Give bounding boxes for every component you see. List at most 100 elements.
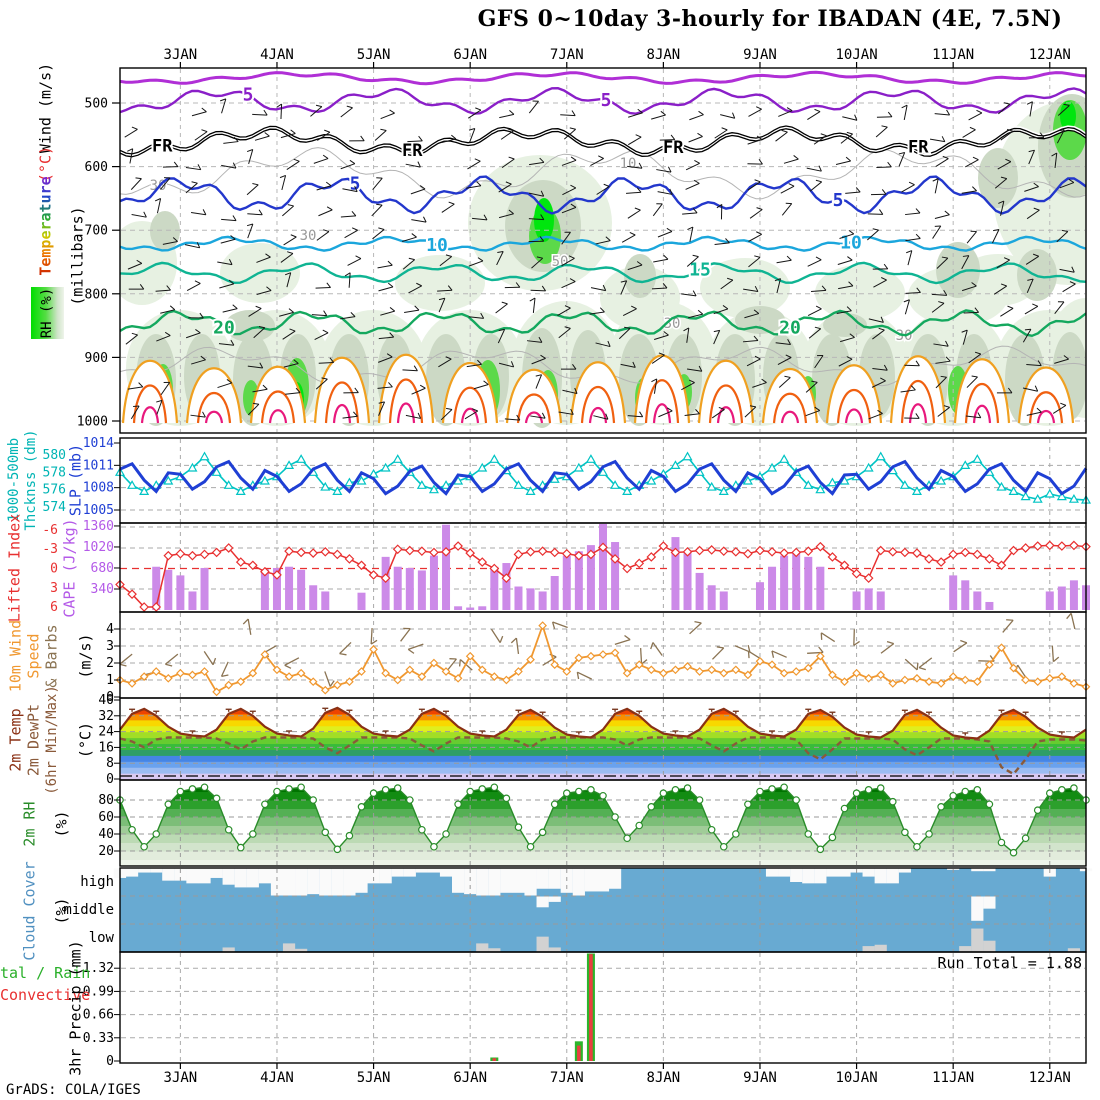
- svg-text:0.99: 0.99: [83, 984, 114, 999]
- svg-text:20: 20: [98, 844, 114, 859]
- svg-text:0.66: 0.66: [83, 1008, 114, 1023]
- svg-text:FR: FR: [908, 138, 929, 158]
- svg-text:-3: -3: [42, 542, 58, 557]
- svg-text:9JAN: 9JAN: [743, 1070, 777, 1086]
- svg-text:middle: middle: [63, 902, 114, 918]
- precip-total-rain-label: tal / Rain: [0, 964, 91, 982]
- svg-text:680: 680: [91, 561, 114, 576]
- svg-text:FR: FR: [663, 138, 684, 158]
- svg-text:1005: 1005: [83, 503, 114, 518]
- svg-text:40: 40: [98, 827, 114, 842]
- precip-axis-label: 3hr Precip (mm): [66, 940, 85, 1076]
- svg-text:1020: 1020: [83, 540, 114, 555]
- svg-text:1360: 1360: [83, 519, 114, 534]
- svg-text:16: 16: [98, 740, 114, 755]
- svg-text:600: 600: [85, 160, 108, 175]
- svg-text:9JAN: 9JAN: [743, 47, 777, 63]
- page-title: GFS 0~10day 3-hourly for IBADAN (4E, 7.5…: [477, 6, 1063, 32]
- svg-text:1011: 1011: [83, 458, 114, 473]
- t2m-axis-label-1: 2m Temp: [6, 708, 25, 772]
- rh2m-axis-label: 2m RH: [20, 801, 39, 847]
- svg-text:576: 576: [43, 483, 66, 498]
- svg-text:1008: 1008: [83, 481, 114, 496]
- svg-text:8JAN: 8JAN: [647, 1070, 681, 1086]
- svg-text:0: 0: [50, 562, 58, 577]
- svg-text:10: 10: [840, 232, 862, 253]
- svg-text:6JAN: 6JAN: [453, 47, 487, 63]
- svg-text:3: 3: [50, 581, 58, 596]
- millibars-axis-label: (millibars): [68, 206, 87, 306]
- wind10-axis-label-1: 10m Wind: [6, 619, 25, 693]
- svg-text:3JAN: 3JAN: [164, 1070, 198, 1086]
- svg-text:6JAN: 6JAN: [453, 1070, 487, 1086]
- slp-axis-label: SLP (mb): [66, 443, 85, 517]
- wind10-axis-label-3: & Barbs: [42, 624, 61, 688]
- svg-text:0: 0: [106, 772, 114, 787]
- svg-text:1000: 1000: [77, 415, 108, 430]
- svg-text:5JAN: 5JAN: [357, 47, 391, 63]
- cloud-unit-label: (%): [52, 897, 71, 925]
- svg-text:11JAN: 11JAN: [932, 47, 974, 63]
- svg-text:500: 500: [85, 97, 108, 112]
- svg-text:4JAN: 4JAN: [260, 1070, 294, 1086]
- wind10-axis-label-2: Speed: [24, 633, 43, 679]
- svg-text:3JAN: 3JAN: [164, 47, 198, 63]
- rh-axis-label: RH (%): [39, 287, 55, 339]
- svg-text:7JAN: 7JAN: [550, 47, 584, 63]
- thickness-axis-label-1: 1000-500mb: [6, 437, 22, 523]
- svg-text:4JAN: 4JAN: [260, 47, 294, 63]
- lifted-index-axis-label: Lifted Index: [5, 513, 24, 623]
- svg-text:3: 3: [106, 639, 114, 654]
- cape-li-panel: [115, 524, 1091, 612]
- svg-text:24: 24: [98, 725, 114, 740]
- cloud-axis-label: Cloud Cover: [20, 861, 39, 961]
- svg-text:0: 0: [106, 1054, 114, 1069]
- svg-text:1.32: 1.32: [83, 961, 114, 976]
- svg-text:10JAN: 10JAN: [835, 1070, 877, 1086]
- svg-text:10: 10: [426, 235, 448, 256]
- svg-text:5: 5: [601, 90, 612, 111]
- wind-axis-label: Wind (m/s): [36, 62, 55, 154]
- svg-text:2: 2: [106, 656, 114, 671]
- wind10-panel: [115, 612, 1091, 697]
- svg-text:574: 574: [43, 500, 67, 515]
- svg-text:5: 5: [833, 190, 844, 211]
- cape-axis-label: CAPE (J/kg): [60, 518, 79, 618]
- rh2m-unit-label: (%): [52, 810, 71, 838]
- t2m-panel: [119, 699, 1087, 780]
- svg-text:8: 8: [106, 756, 114, 771]
- t2m-axis-label-3: (6hr Min/Max): [44, 685, 60, 795]
- svg-text:40: 40: [98, 693, 114, 708]
- svg-text:FR: FR: [152, 137, 173, 157]
- svg-text:20: 20: [779, 317, 801, 338]
- svg-text:700: 700: [85, 224, 108, 239]
- svg-text:7JAN: 7JAN: [550, 1070, 584, 1086]
- svg-text:32: 32: [98, 709, 114, 724]
- precip-panel: [121, 953, 1085, 1062]
- svg-text:12JAN: 12JAN: [1029, 1070, 1071, 1086]
- axes: 5006007008009001000101410111008100558057…: [42, 47, 1087, 1086]
- svg-text:80: 80: [98, 793, 114, 808]
- precip-convective-label: Convective: [0, 986, 91, 1004]
- svg-text:1014: 1014: [83, 436, 114, 451]
- svg-text:340: 340: [91, 582, 114, 597]
- svg-text:5JAN: 5JAN: [357, 1070, 391, 1086]
- svg-text:60: 60: [98, 810, 114, 825]
- temperature-axis-label: Temperature: [36, 176, 55, 276]
- svg-text:low: low: [89, 930, 115, 946]
- svg-text:800: 800: [85, 287, 108, 302]
- t2m-axis-label-2: 2m DewPt: [24, 703, 43, 777]
- svg-text:4: 4: [106, 622, 114, 637]
- cloud-panel: [113, 868, 1093, 952]
- t2m-axis-label-4: (°C): [76, 721, 95, 759]
- svg-text:11JAN: 11JAN: [932, 1070, 974, 1086]
- svg-text:10JAN: 10JAN: [835, 47, 877, 63]
- grads-credit: GrADS: COLA/IGES: [6, 1082, 141, 1098]
- svg-text:12JAN: 12JAN: [1029, 47, 1071, 63]
- svg-text:0: 0: [106, 690, 114, 705]
- svg-text:6: 6: [50, 600, 58, 615]
- rh2m-panel: [116, 781, 1090, 866]
